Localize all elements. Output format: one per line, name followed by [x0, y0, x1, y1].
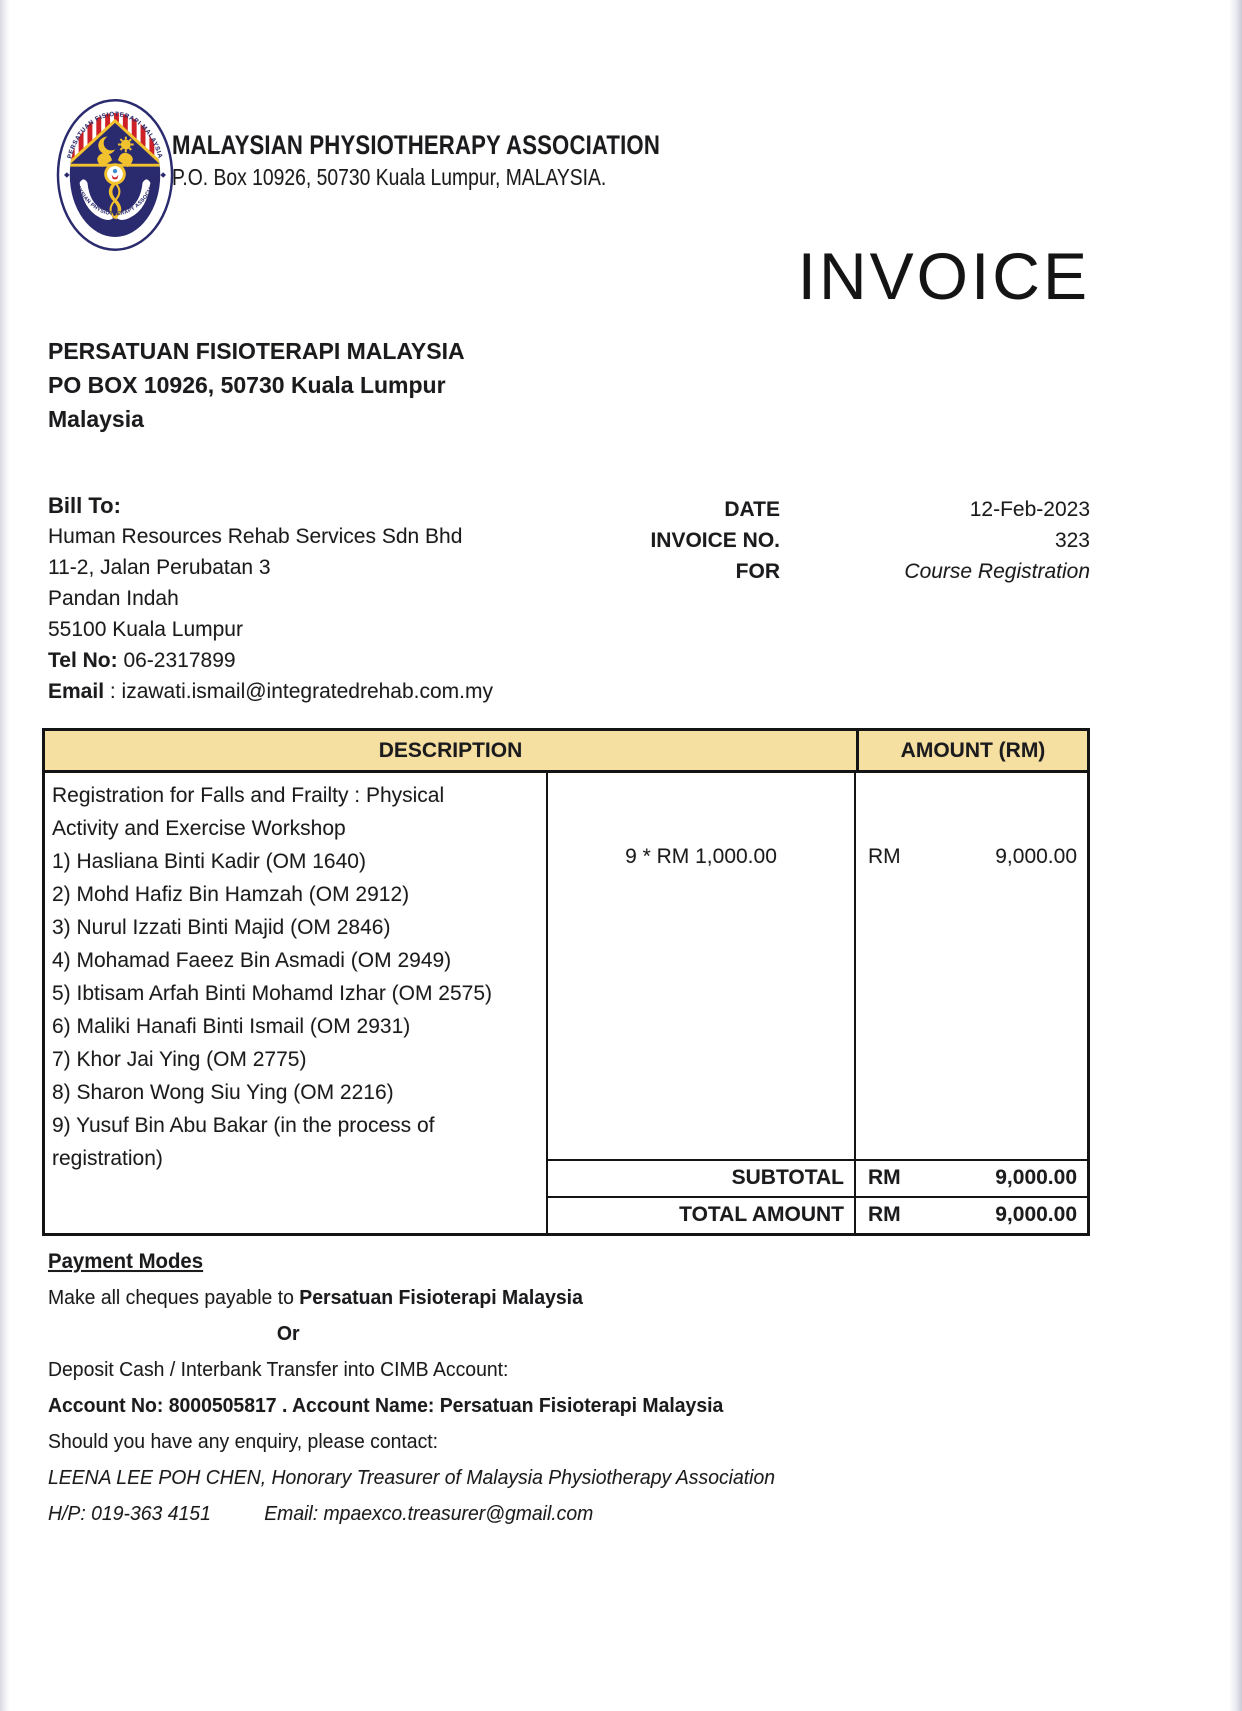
text-line: 6) Maliki Hanafi Binti Ismail (OM 2931) [52, 1015, 411, 1038]
item-quantity-cell: 9 * RM 1,000.00 [625, 845, 777, 868]
scan-left-edge [0, 0, 10, 1711]
text-line: 55100 Kuala Lumpur [48, 618, 243, 641]
bill-to-email: Email : izawati.ismail@integratedrehab.c… [48, 676, 493, 707]
text-line: Registration for Falls and Frailty : Phy… [52, 784, 445, 807]
line-items-table: DESCRIPTION AMOUNT (RM) Registration for… [42, 728, 1090, 1236]
contact-line: H/P: 019-363 4151 Email: mpaexco.treasure… [48, 1496, 1076, 1532]
email-separator: : [104, 680, 122, 703]
cheque-line: Make all cheques payable to Persatuan Fi… [48, 1280, 1076, 1316]
enquiry-line: Should you have any enquiry, please cont… [48, 1431, 439, 1453]
amount-column-header: AMOUNT (RM) [856, 731, 1087, 770]
text-line: 9) Yusuf Bin Abu Bakar (in the process o… [52, 1114, 435, 1137]
text-line: 3) Nurul Izzati Binti Majid (OM 2846) [52, 916, 391, 939]
total-label: TOTAL AMOUNT [679, 1203, 844, 1226]
text-line: registration) [52, 1147, 163, 1170]
subtotal-value: 9,000.00 [995, 1166, 1077, 1189]
cheque-prefix: Make all cheques payable to [48, 1287, 300, 1309]
text-line: PO BOX 10926, 50730 Kuala Lumpur [48, 372, 446, 398]
payment-modes-section: Payment Modes Make all cheques payable t… [48, 1244, 1076, 1532]
invoice-meta: DATE 12-Feb-2023 INVOICE NO. 323 FOR Cou… [540, 494, 1090, 587]
text-line: 4) Mohamad Faeez Bin Asmadi (OM 2949) [52, 949, 452, 972]
total-value: 9,000.00 [995, 1203, 1077, 1226]
item-row: 9 * RM 1,000.00 RM 9,000.00 [548, 773, 1087, 1159]
invoice-no-label: INVOICE NO. [650, 529, 780, 552]
date-value: 12-Feb-2023 [969, 498, 1090, 521]
table-body: Registration for Falls and Frailty : Phy… [45, 773, 1087, 1233]
scan-right-edge [1229, 0, 1242, 1711]
subtotal-label: SUBTOTAL [731, 1166, 844, 1189]
text-line: 2) Mohd Hafiz Bin Hamzah (OM 2912) [52, 883, 410, 906]
deposit-line: Deposit Cash / Interbank Transfer into C… [48, 1359, 509, 1381]
tel-label: Tel No: [48, 649, 118, 672]
from-address: PERSATUAN FISIOTERAPI MALAYSIA PO BOX 109… [48, 334, 465, 436]
subtotal-amount-cell: RM 9,000.00 [854, 1161, 1087, 1196]
text-line: 1) Hasliana Binti Kadir (OM 1640) [52, 850, 366, 873]
meta-row-for: FOR Course Registration [540, 556, 1090, 587]
account-line: Account No: 8000505817 . Account Name: P… [48, 1395, 724, 1417]
text-line: 11-2, Jalan Perubatan 3 [48, 556, 271, 579]
email-label: Email [48, 680, 105, 703]
meta-row-invoice-no: INVOICE NO. 323 [540, 525, 1090, 556]
date-label: DATE [724, 498, 780, 521]
org-address: P.O. Box 10926, 50730 Kuala Lumpur, MALA… [172, 164, 607, 190]
for-label: FOR [735, 560, 780, 583]
tel-value: 06-2317899 [123, 649, 236, 672]
bill-to-label: Bill To: [48, 493, 121, 518]
item-description-cell: Registration for Falls and Frailty : Phy… [45, 773, 548, 1233]
subtotal-row: SUBTOTAL RM 9,000.00 [548, 1159, 1087, 1196]
item-amount: 9,000.00 [995, 845, 1077, 868]
subtotal-currency: RM [868, 1166, 901, 1189]
document-title: INVOICE [797, 239, 1090, 313]
hp-value: H/P: 019-363 4151 [48, 1503, 211, 1525]
item-currency: RM [868, 845, 901, 868]
total-currency: RM [868, 1203, 901, 1226]
total-amount-cell: RM 9,000.00 [854, 1198, 1087, 1233]
table-header-row: DESCRIPTION AMOUNT (RM) [45, 731, 1087, 773]
bill-to-lines: Human Resources Rehab Services Sdn Bhd 11… [48, 521, 493, 645]
text-line: 7) Khor Jai Ying (OM 2775) [52, 1048, 307, 1071]
for-value: Course Registration [904, 560, 1090, 583]
treasurer-line: LEENA LEE POH CHEN, Honorary Treasurer o… [48, 1467, 776, 1489]
description-column-header: DESCRIPTION [378, 738, 523, 762]
org-name: MALAYSIAN PHYSIOTHERAPY ASSOCIATION [172, 130, 660, 160]
bill-to-tel: Tel No: 06-2317899 [48, 645, 493, 676]
total-row: TOTAL AMOUNT RM 9,000.00 [548, 1196, 1087, 1233]
bill-to-block: Bill To: Human Resources Rehab Services … [48, 490, 493, 707]
text-line: PERSATUAN FISIOTERAPI MALAYSIA [48, 338, 465, 364]
or-label: Or [276, 1323, 300, 1345]
treasurer-email-value: Email: mpaexco.treasurer@gmail.com [264, 1503, 594, 1525]
payment-modes-heading: Payment Modes [48, 1250, 204, 1273]
association-logo-icon: PERSATUAN FISIOTERAPI MALAYSIA MALAYSIAN… [56, 99, 174, 251]
text-line: Pandan Indah [48, 587, 179, 610]
email-value: izawati.ismail@integratedrehab.com.my [121, 680, 494, 703]
item-amount-cell: RM 9,000.00 [854, 773, 1087, 1159]
invoice-no-value: 323 [1054, 529, 1090, 552]
text-line: Human Resources Rehab Services Sdn Bhd [48, 525, 463, 548]
text-line: 8) Sharon Wong Siu Ying (OM 2216) [52, 1081, 394, 1104]
text-line: Malaysia [48, 406, 144, 432]
text-line: 5) Ibtisam Arfah Binti Mohamd Izhar (OM … [52, 982, 493, 1005]
meta-row-date: DATE 12-Feb-2023 [540, 494, 1090, 525]
text-line: Activity and Exercise Workshop [52, 817, 346, 840]
cheque-payee: Persatuan Fisioterapi Malaysia [299, 1287, 583, 1309]
